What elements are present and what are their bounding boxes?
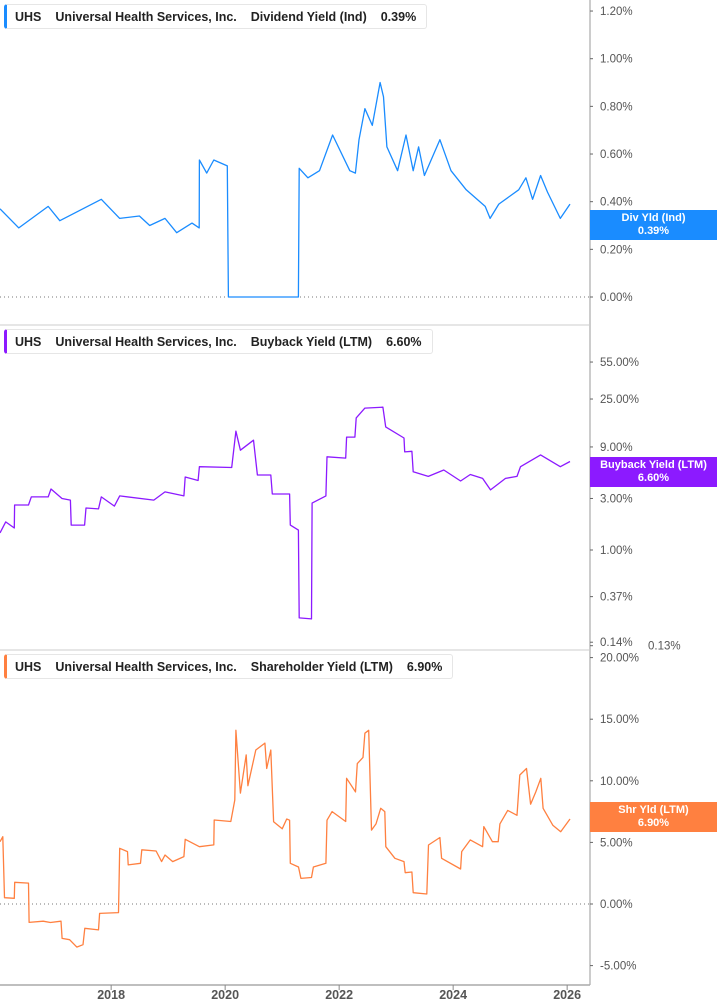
legend-metric: Dividend Yield (Ind) <box>250 9 367 24</box>
legend-buyback-yield: UHS Universal Health Services, Inc. Buyb… <box>4 329 433 354</box>
badge-label: Shr Yld (LTM) <box>618 804 689 816</box>
panel-0: 1.20% 1.00% 0.80% 0.60% 0.40% 0.20% 0.00% <box>0 6 633 304</box>
legend-shareholder-yield: UHS Universal Health Services, Inc. Shar… <box>4 654 454 679</box>
x-tick-label: 2018 <box>97 988 125 1002</box>
y-tick-label: 0.00% <box>600 899 633 911</box>
y-tick-label: 1.20% <box>600 6 633 18</box>
badge-value: 0.39% <box>637 225 670 237</box>
y-tick-label: 0.14% <box>600 637 633 649</box>
x-tick-label: 2024 <box>439 988 467 1002</box>
legend-ticker: UHS <box>15 334 42 349</box>
y-tick-label: 15.00% <box>600 714 639 726</box>
badge-buyback-yield: Buyback Yield (LTM) 6.60% <box>590 457 717 487</box>
y-tick-label: 10.00% <box>600 776 639 788</box>
x-tick-label: 2026 <box>553 988 581 1002</box>
y-tick-label: 9.00% <box>600 442 633 454</box>
badge-label: Div Yld (Ind) <box>621 212 686 224</box>
panel-1: 55.00% 25.00% 9.00% 3.00% 1.00% 0.37% 0.14% 0.1… <box>0 357 681 653</box>
legend-ticker: UHS <box>15 9 42 24</box>
legend-dividend-yield: UHS Universal Health Services, Inc. Divi… <box>4 4 428 29</box>
y-tick-label: 0.80% <box>600 101 633 113</box>
y-tick-label: 0.40% <box>600 197 633 209</box>
legend-value: 6.60% <box>386 334 422 349</box>
badge-value: 6.60% <box>637 472 670 484</box>
legend-metric: Shareholder Yield (LTM) <box>250 659 393 674</box>
x-tick-label: 2020 <box>211 988 239 1002</box>
y-tick-label: 0.60% <box>600 149 633 161</box>
y-tick-label: 3.00% <box>600 493 633 505</box>
y-tick-label: 1.00% <box>600 54 633 66</box>
badge-value: 6.90% <box>637 817 670 829</box>
y-tick-label: 0.13% <box>648 641 681 653</box>
x-tick-label: 2022 <box>325 988 353 1002</box>
series-line <box>0 406 571 620</box>
y-tick-label: 0.37% <box>600 592 633 604</box>
legend-value: 6.90% <box>406 659 443 674</box>
legend-ticker: UHS <box>15 659 42 674</box>
y-tick-label: 1.00% <box>600 545 633 557</box>
legend-company: Universal Health Services, Inc. <box>55 659 237 674</box>
y-tick-label: 5.00% <box>600 837 633 849</box>
panel-2: 20.00% 15.00% 10.00% 5.00% 0.00% -5.00% <box>0 653 639 973</box>
legend-company: Universal Health Services, Inc. <box>55 334 237 349</box>
badge-dividend-yield: Div Yld (Ind) 0.39% <box>590 210 717 240</box>
badge-shareholder-yield: Shr Yld (LTM) 6.90% <box>590 802 717 832</box>
y-tick-label: 0.00% <box>600 292 633 304</box>
y-tick-label: -5.00% <box>600 961 636 973</box>
legend-value: 0.39% <box>380 9 417 24</box>
y-tick-label: 55.00% <box>600 357 639 369</box>
series-line <box>0 81 571 298</box>
y-tick-label: 20.00% <box>600 653 639 665</box>
legend-metric: Buyback Yield (LTM) <box>250 334 373 349</box>
badge-label: Buyback Yield (LTM) <box>600 459 707 471</box>
series-line <box>0 729 571 948</box>
y-tick-label: 0.20% <box>600 244 633 256</box>
y-tick-label: 25.00% <box>600 394 639 406</box>
legend-company: Universal Health Services, Inc. <box>55 9 237 24</box>
